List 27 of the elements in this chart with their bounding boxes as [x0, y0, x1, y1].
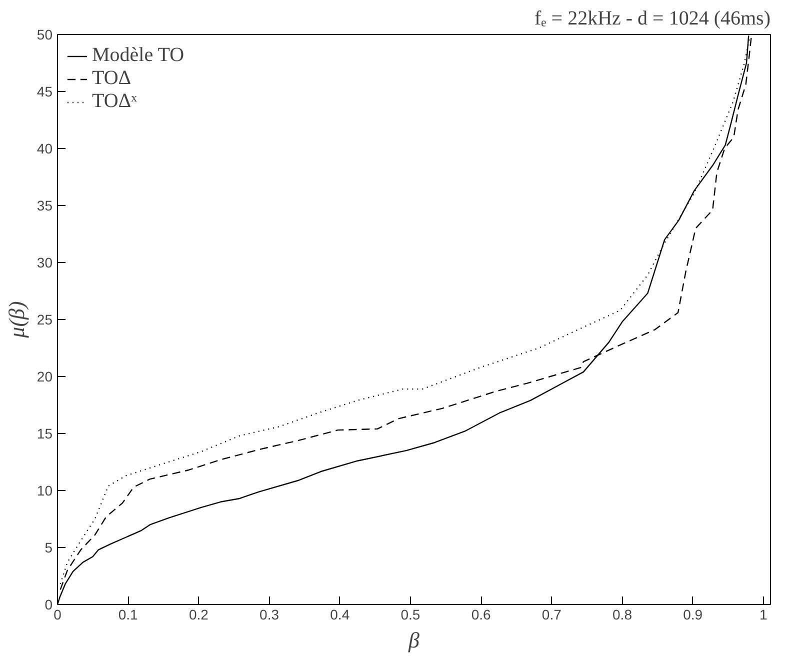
- y-tick-label: 15: [36, 426, 53, 442]
- y-tick-label: 10: [36, 482, 53, 498]
- y-axis-title: μ(β): [4, 301, 29, 339]
- x-axis-title: β: [408, 628, 420, 652]
- y-tick-label: 35: [36, 198, 53, 214]
- y-tick-label: 0: [44, 596, 53, 612]
- x-tick-label: 0.5: [400, 606, 420, 622]
- y-tick-label: 25: [36, 312, 53, 328]
- x-tick-label: 0.4: [330, 606, 350, 622]
- x-tick-label: 0.7: [542, 606, 562, 622]
- x-tick-label: 0.9: [683, 606, 703, 622]
- x-tick-label: 0.3: [260, 606, 280, 622]
- legend-label: Modèle TO: [92, 44, 184, 67]
- y-tick-label: 30: [36, 254, 53, 270]
- x-tick-label: 1: [760, 606, 768, 622]
- y-tick-label: 40: [36, 140, 53, 156]
- x-tick-label: 0.6: [471, 606, 492, 622]
- legend-label: TOΔˣ: [92, 90, 137, 113]
- y-tick-label: 50: [36, 26, 53, 42]
- y-tick-label: 20: [36, 368, 53, 384]
- x-tick-label: 0.8: [612, 606, 632, 622]
- legend-label: TOΔ: [92, 67, 132, 90]
- x-tick-label: 0.1: [118, 606, 138, 622]
- x-tick-label: 0.2: [188, 606, 209, 622]
- chart-title: fₑ = 22kHz - d = 1024 (46ms): [534, 8, 771, 30]
- y-tick-label: 5: [44, 540, 53, 556]
- y-tick-label: 45: [36, 84, 53, 100]
